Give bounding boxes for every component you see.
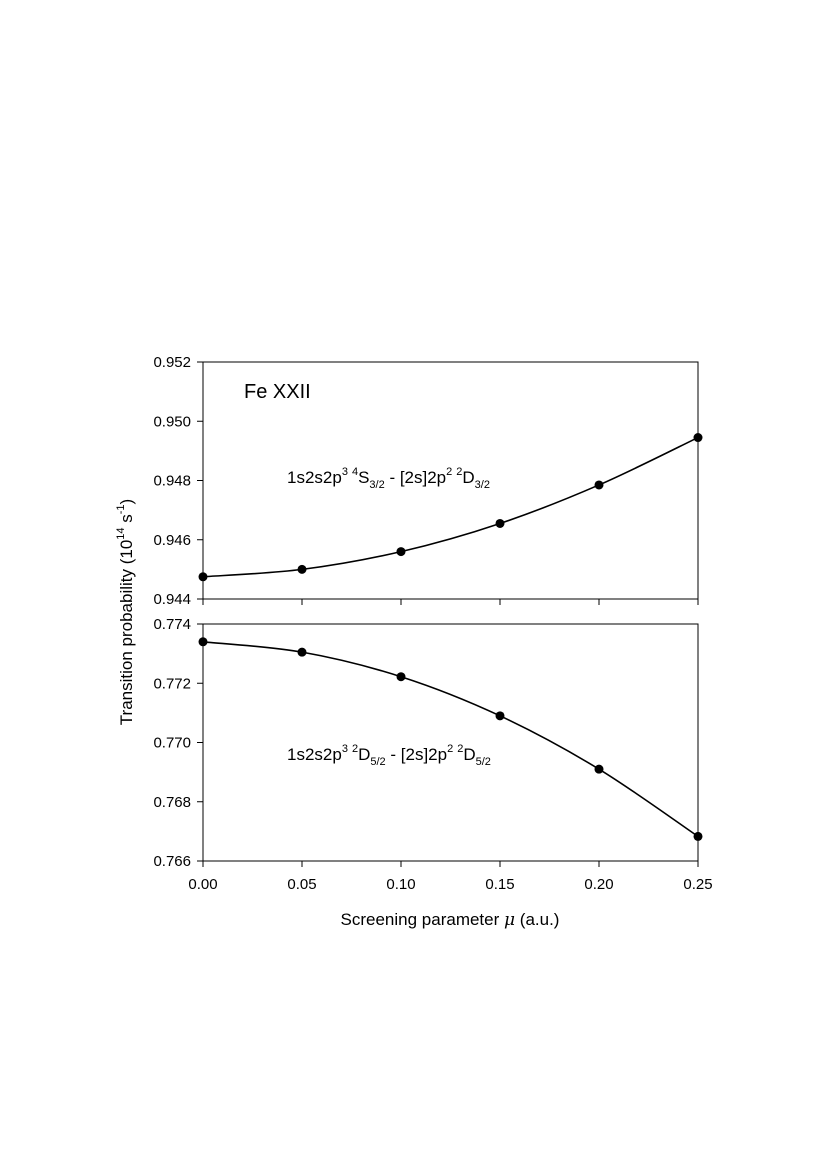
bottom-y-tick-label: 0.774: [153, 616, 191, 633]
x-tick-label: 0.00: [188, 876, 217, 893]
top-series-line: [202, 436, 699, 578]
top-data-point: [297, 564, 307, 574]
bottom-y-tick-label: 0.770: [153, 735, 191, 752]
top-data-point: [198, 572, 208, 582]
x-tick-label: 0.10: [386, 876, 415, 893]
bottom-y-tick-label: 0.768: [153, 794, 191, 811]
bottom-data-point: [594, 764, 604, 774]
top-y-tick-label: 0.948: [153, 473, 191, 490]
x-tick-label: 0.20: [584, 876, 613, 893]
top-data-point: [594, 480, 604, 490]
top-y-tick-label: 0.950: [153, 413, 191, 430]
bottom-y-tick-label: 0.772: [153, 675, 191, 692]
top-y-tick-label: 0.952: [153, 354, 191, 371]
bottom-data-point: [297, 647, 307, 657]
x-tick-label: 0.05: [287, 876, 316, 893]
bottom-y-tick-label: 0.766: [153, 853, 191, 870]
bottom-series-line: [202, 640, 699, 838]
bottom-data-point: [396, 672, 406, 682]
bottom-data-point: [198, 637, 208, 647]
species-label: Fe XXII: [244, 381, 311, 403]
y-axis-title: Transition probability (1014 s-1): [115, 499, 136, 725]
top-y-tick-label: 0.944: [153, 591, 191, 608]
top-transition-label: 1s2s2p3 4S3/2 - [2s]2p2 2D3/2: [287, 466, 490, 491]
top-panel-series: [198, 433, 703, 582]
bottom-data-point: [495, 711, 505, 721]
top-panel-ticks: 0.944 0.946 0.948 0.950 0.952: [153, 354, 699, 608]
x-tick-label: 0.25: [683, 876, 712, 893]
top-data-point: [396, 547, 406, 557]
bottom-transition-label: 1s2s2p3 2D5/2 - [2s]2p2 2D5/2: [287, 743, 491, 768]
top-data-point: [495, 518, 505, 528]
x-tick-label: 0.15: [485, 876, 514, 893]
top-data-point: [693, 433, 703, 443]
top-y-tick-label: 0.946: [153, 532, 191, 549]
bottom-panel-ticks: 0.766 0.768 0.770 0.772 0.774 0.00 0.05 0.10 0.1…: [153, 616, 712, 893]
bottom-panel-series: [198, 637, 703, 841]
x-axis-title: Screening parameter μ (a.u.): [341, 910, 560, 930]
bottom-data-point: [693, 831, 703, 841]
